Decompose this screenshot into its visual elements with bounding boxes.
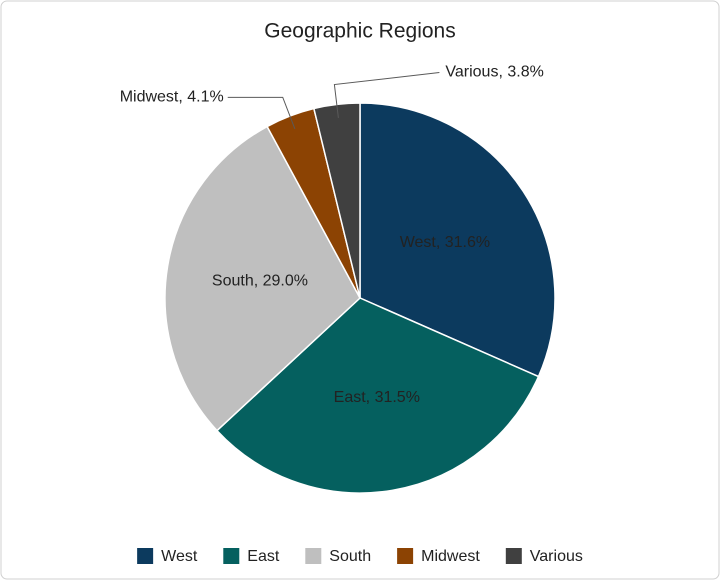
leader-line bbox=[333, 72, 440, 119]
chart-title: Geographic Regions bbox=[264, 20, 455, 43]
legend-label: Midwest bbox=[421, 548, 480, 565]
data-label: Midwest, 4.1% bbox=[120, 89, 224, 106]
legend-swatch bbox=[305, 548, 322, 564]
leader-line bbox=[227, 96, 296, 129]
legend-swatch bbox=[223, 548, 240, 564]
legend-swatch bbox=[137, 548, 154, 564]
data-label: Various, 3.8% bbox=[445, 64, 543, 81]
legend-swatch bbox=[397, 548, 414, 564]
legend-label: West bbox=[161, 548, 198, 565]
legend-label: Various bbox=[530, 548, 583, 565]
pie-slice bbox=[359, 102, 556, 378]
legend-label: East bbox=[247, 548, 280, 565]
legend-swatch bbox=[505, 548, 522, 564]
data-label: East, 31.5% bbox=[334, 389, 420, 406]
pie-slice bbox=[164, 125, 361, 432]
legend-label: South bbox=[329, 548, 371, 565]
data-label: West, 31.6% bbox=[400, 234, 490, 251]
pie-slice bbox=[215, 297, 540, 494]
data-label: South, 29.0% bbox=[212, 273, 308, 290]
